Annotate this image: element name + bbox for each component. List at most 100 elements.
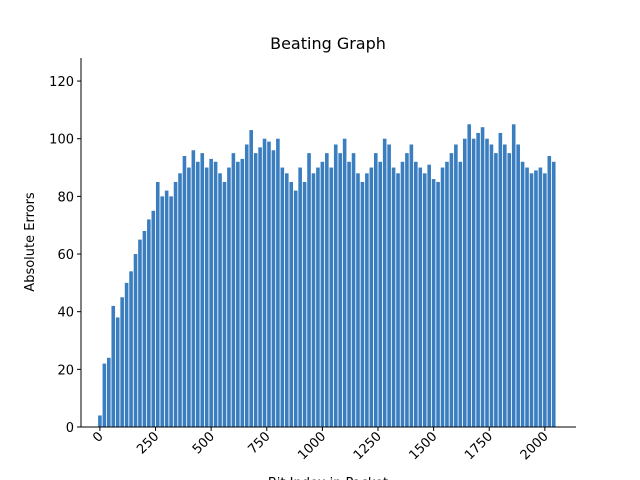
bar [258, 147, 262, 427]
y-tick-label: 40 [57, 306, 74, 321]
bar [543, 173, 547, 427]
bar [418, 167, 423, 427]
bar [422, 173, 427, 427]
chart-title: Beating Graph [270, 34, 386, 53]
bar [462, 138, 467, 427]
bar [458, 161, 463, 427]
bar [115, 317, 120, 427]
bar [445, 161, 449, 427]
bar [351, 153, 356, 427]
x-tick-label: 1000 [295, 429, 329, 463]
bar [471, 138, 476, 427]
y-tick-label: 120 [49, 75, 74, 90]
bar [231, 153, 236, 427]
x-tick-label: 1750 [462, 429, 496, 463]
bar [378, 161, 383, 427]
bar [124, 282, 129, 427]
bar [120, 297, 124, 427]
bar [276, 138, 280, 427]
bar [440, 167, 445, 427]
bar [209, 158, 213, 427]
bar [267, 141, 271, 427]
bar [503, 144, 507, 427]
bar [338, 153, 342, 427]
bar [369, 167, 374, 427]
x-tick-label: 0 [90, 429, 106, 445]
bar [551, 161, 556, 427]
y-tick-label: 80 [57, 190, 74, 205]
y-axis-label: Absolute Errors [23, 192, 38, 292]
y-tick-label: 60 [57, 248, 74, 263]
bar [284, 173, 289, 427]
bar [489, 144, 494, 427]
bar [160, 196, 165, 427]
bar [529, 173, 534, 427]
bar [169, 196, 173, 427]
bar [373, 153, 378, 427]
bar [342, 138, 347, 427]
bar [516, 144, 520, 427]
bar [333, 144, 338, 427]
bar [534, 170, 538, 427]
bar [405, 153, 409, 427]
bar [204, 167, 209, 427]
bar [476, 132, 480, 427]
bar [454, 144, 458, 427]
bar [222, 181, 227, 427]
y-tick-label: 20 [57, 363, 74, 378]
bar [107, 357, 111, 427]
bar [236, 161, 240, 427]
y-tick-label: 0 [66, 421, 74, 436]
bar [382, 138, 387, 427]
bar [511, 124, 516, 427]
bar [449, 153, 454, 427]
x-tick-label: 500 [190, 429, 218, 457]
bar [178, 173, 182, 427]
bar [289, 181, 294, 427]
bar [195, 161, 200, 427]
bar [507, 153, 512, 427]
bar [391, 167, 396, 427]
bar [129, 271, 133, 427]
bar [182, 156, 187, 427]
x-tick-label: 2000 [518, 429, 552, 463]
bar [414, 161, 418, 427]
bar [240, 158, 245, 427]
bar [147, 219, 151, 427]
bar [316, 167, 320, 427]
bar [173, 181, 178, 427]
y-tick-label: 100 [49, 133, 74, 148]
bar [133, 254, 138, 427]
bar [320, 161, 325, 427]
bar [498, 132, 503, 427]
x-tick-label: 250 [134, 429, 162, 457]
bar [347, 161, 351, 427]
bar [302, 181, 307, 427]
bar [244, 144, 249, 427]
bar [387, 144, 391, 427]
bar [227, 167, 231, 427]
bar [218, 173, 222, 427]
bar [396, 173, 400, 427]
bar [142, 230, 147, 427]
bar [111, 305, 116, 427]
bar [271, 150, 276, 427]
bar [365, 173, 369, 427]
bar [151, 210, 156, 427]
x-tick-label: 1500 [406, 429, 440, 463]
bar [480, 127, 485, 427]
bar [467, 124, 472, 427]
bar [325, 153, 329, 427]
bar [400, 161, 405, 427]
bar [538, 167, 543, 427]
bar [164, 190, 169, 427]
bar [360, 181, 365, 427]
x-tick-label: 750 [245, 429, 273, 457]
bar [293, 190, 298, 427]
bar [494, 153, 498, 427]
x-axis-label: Bit Index in Packet [268, 476, 388, 480]
bar [191, 150, 196, 427]
bar [485, 138, 489, 427]
bar [98, 415, 102, 427]
bar [525, 167, 529, 427]
